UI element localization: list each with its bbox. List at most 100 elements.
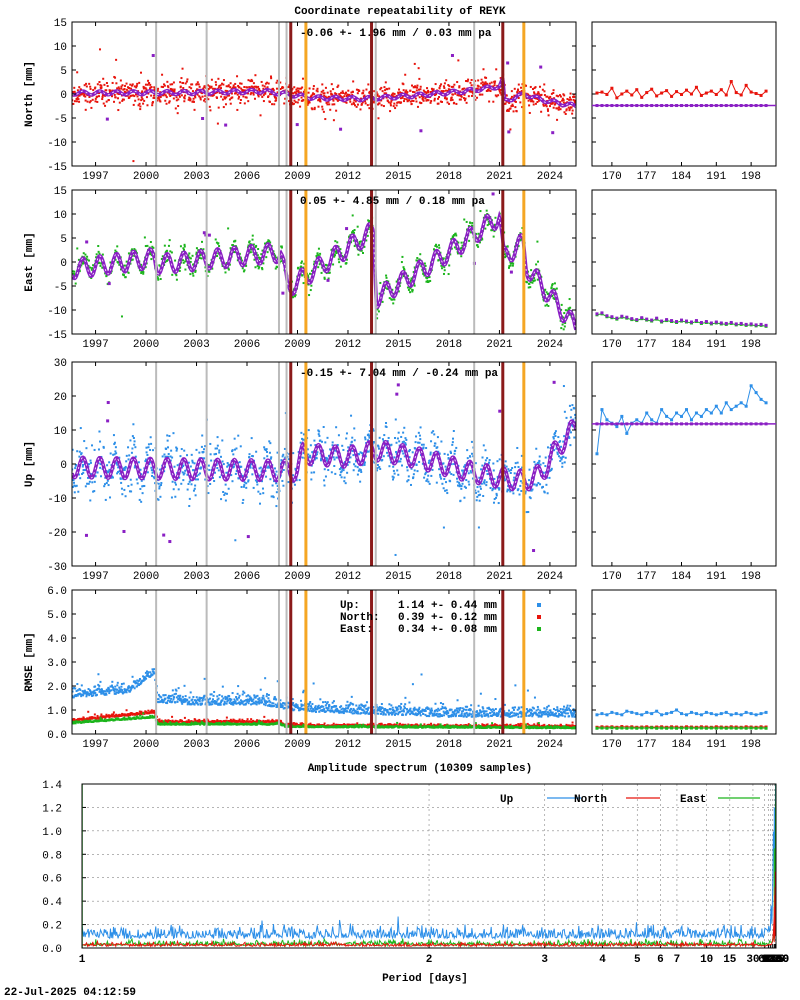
rmse-up-point [110,685,113,688]
north-point [419,85,422,88]
up-point [504,460,507,463]
north-point [178,95,181,98]
up-point [245,486,248,489]
up-point [73,484,76,487]
up-point [281,479,284,482]
up-point [529,497,532,500]
north-point [456,81,459,84]
north-point [177,98,180,101]
north-point [292,92,295,95]
up-point [510,469,513,472]
north-point [296,101,299,104]
up-point [115,461,118,464]
up-point [512,492,515,495]
north-point [143,99,146,102]
up-point [385,446,388,449]
up-point [252,486,255,489]
up-point [350,414,353,417]
up-point [423,476,426,479]
north-point [217,86,220,89]
up-point [112,453,115,456]
east-point [465,220,468,223]
east-recent-xtick-label: 170 [602,339,622,351]
up-point [128,490,131,493]
north-point [539,85,542,88]
up-recent-model-point [744,422,748,426]
rmse-up-point [151,673,154,676]
up-point [188,480,191,483]
east-point [429,279,432,282]
east-point [338,261,341,264]
north-point [336,86,339,89]
east-xtick-label: 2018 [436,339,462,351]
east-point [258,256,261,259]
north-point [412,99,415,102]
north-point [224,89,227,92]
up-point [172,488,175,491]
up-point [528,468,531,471]
up-point [442,487,445,490]
up-point [145,451,148,454]
east-point [123,264,126,267]
east-point [442,272,445,275]
up-point [563,461,566,464]
up-point [368,434,371,437]
north-point [228,98,231,101]
north-point [81,92,84,95]
up-point [535,447,538,450]
east-point [142,272,145,275]
east-point [294,295,297,298]
east-point [156,275,159,278]
up-point [125,454,128,457]
east-point [161,255,164,258]
north-point [545,105,548,108]
up-recent-point [635,418,639,422]
rmse-up-point [128,690,131,693]
north-point [228,94,231,97]
up-point [118,470,121,473]
rmse-up-point [118,686,121,689]
north-point [250,91,253,94]
up-point [433,444,436,447]
up-point [407,475,410,478]
north-point [567,106,570,109]
east-recent-model-point [719,321,723,325]
up-point [78,450,81,453]
north-point [362,92,365,95]
east-recent-model-point [675,320,679,324]
north-point [564,112,567,115]
up-point [233,437,236,440]
north-point [533,91,536,94]
up-point [453,452,456,455]
north-point [313,106,316,109]
north-point [346,93,349,96]
north-recent-model-point [625,104,629,108]
up-point [565,416,568,419]
up-point [280,459,283,462]
east-point [477,245,480,248]
up-point [438,452,441,455]
rmse-up-point [97,683,100,686]
east-point [318,263,321,266]
up-recent-model-point [600,422,604,426]
north-point [297,98,300,101]
east-point [95,253,98,256]
north-point [156,97,159,100]
north-point [401,96,404,99]
up-point [301,437,304,440]
up-point [104,476,107,479]
north-point [433,97,436,100]
up-point [483,481,486,484]
north-point [268,100,271,103]
up-point [251,455,254,458]
up-point [363,461,366,464]
up-point [354,465,357,468]
east-point [243,269,246,272]
north-point [111,95,114,98]
east-point [227,268,230,271]
up-recent-point [704,408,708,412]
up-point [460,487,463,490]
up-recent-point [754,391,758,395]
north-point [413,62,416,65]
east-point [247,244,250,247]
